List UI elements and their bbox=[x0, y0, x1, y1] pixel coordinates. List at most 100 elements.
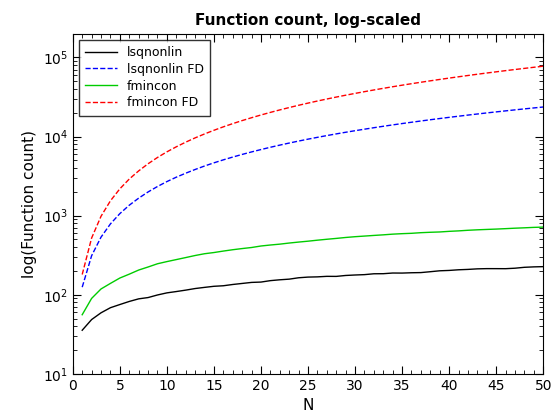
fmincon FD bbox=[540, 64, 547, 69]
fmincon FD bbox=[107, 198, 114, 203]
lsqnonlin FD bbox=[352, 128, 358, 133]
Line: lsqnonlin FD: lsqnonlin FD bbox=[82, 107, 543, 287]
lsqnonlin FD bbox=[361, 127, 368, 132]
fmincon bbox=[502, 226, 509, 231]
lsqnonlin bbox=[173, 289, 180, 294]
lsqnonlin FD bbox=[173, 175, 180, 180]
lsqnonlin bbox=[418, 270, 424, 275]
lsqnonlin bbox=[333, 274, 339, 279]
lsqnonlin bbox=[436, 268, 443, 273]
lsqnonlin bbox=[116, 302, 123, 307]
fmincon bbox=[154, 261, 161, 266]
lsqnonlin FD bbox=[154, 184, 161, 189]
lsqnonlin bbox=[277, 277, 283, 282]
lsqnonlin FD bbox=[192, 167, 198, 172]
lsqnonlin FD bbox=[324, 133, 330, 138]
fmincon FD bbox=[502, 68, 509, 73]
fmincon bbox=[126, 272, 133, 277]
fmincon bbox=[220, 249, 227, 254]
fmincon bbox=[427, 230, 433, 235]
fmincon bbox=[305, 239, 311, 244]
lsqnonlin FD bbox=[418, 118, 424, 123]
lsqnonlin FD bbox=[126, 203, 133, 208]
fmincon FD bbox=[521, 66, 528, 71]
fmincon bbox=[286, 241, 292, 246]
lsqnonlin bbox=[371, 271, 377, 276]
fmincon FD bbox=[493, 69, 500, 74]
fmincon FD bbox=[389, 84, 396, 89]
fmincon bbox=[408, 231, 415, 236]
lsqnonlin FD bbox=[521, 106, 528, 111]
lsqnonlin FD bbox=[474, 111, 480, 116]
fmincon bbox=[446, 229, 452, 234]
lsqnonlin bbox=[380, 271, 386, 276]
fmincon FD bbox=[427, 78, 433, 83]
lsqnonlin FD bbox=[116, 211, 123, 216]
fmincon FD bbox=[436, 77, 443, 82]
fmincon FD bbox=[314, 99, 321, 104]
lsqnonlin FD bbox=[295, 139, 302, 144]
lsqnonlin bbox=[483, 266, 490, 271]
lsqnonlin bbox=[530, 264, 537, 269]
fmincon FD bbox=[324, 97, 330, 102]
lsqnonlin bbox=[211, 284, 217, 289]
fmincon bbox=[342, 235, 349, 240]
lsqnonlin bbox=[493, 266, 500, 271]
fmincon FD bbox=[211, 128, 217, 133]
fmincon bbox=[314, 238, 321, 243]
lsqnonlin FD bbox=[248, 150, 255, 155]
lsqnonlin FD bbox=[530, 105, 537, 110]
fmincon bbox=[211, 250, 217, 255]
fmincon FD bbox=[79, 272, 86, 277]
fmincon bbox=[230, 247, 236, 252]
fmincon bbox=[79, 312, 86, 317]
fmincon FD bbox=[258, 113, 264, 118]
lsqnonlin FD bbox=[220, 158, 227, 163]
fmincon bbox=[258, 244, 264, 249]
fmincon bbox=[474, 227, 480, 232]
lsqnonlin bbox=[88, 317, 95, 322]
fmincon FD bbox=[465, 73, 472, 78]
lsqnonlin bbox=[267, 278, 274, 283]
lsqnonlin FD bbox=[314, 135, 321, 140]
fmincon FD bbox=[512, 67, 519, 72]
lsqnonlin FD bbox=[107, 221, 114, 226]
fmincon FD bbox=[267, 110, 274, 115]
fmincon bbox=[116, 276, 123, 281]
lsqnonlin bbox=[220, 283, 227, 288]
fmincon bbox=[164, 259, 170, 264]
lsqnonlin FD bbox=[230, 155, 236, 160]
lsqnonlin bbox=[79, 328, 86, 333]
lsqnonlin bbox=[389, 270, 396, 276]
lsqnonlin FD bbox=[399, 121, 405, 126]
fmincon FD bbox=[126, 176, 133, 181]
lsqnonlin bbox=[399, 270, 405, 276]
lsqnonlin FD bbox=[502, 108, 509, 113]
fmincon FD bbox=[333, 94, 339, 100]
fmincon FD bbox=[173, 144, 180, 150]
lsqnonlin FD bbox=[389, 122, 396, 127]
fmincon bbox=[267, 242, 274, 247]
lsqnonlin bbox=[521, 265, 528, 270]
Line: lsqnonlin: lsqnonlin bbox=[82, 267, 543, 330]
fmincon bbox=[455, 228, 462, 234]
lsqnonlin bbox=[446, 268, 452, 273]
fmincon FD bbox=[474, 72, 480, 77]
lsqnonlin FD bbox=[267, 145, 274, 150]
lsqnonlin bbox=[295, 275, 302, 280]
fmincon bbox=[88, 296, 95, 301]
lsqnonlin bbox=[352, 273, 358, 278]
fmincon FD bbox=[446, 76, 452, 81]
lsqnonlin FD bbox=[493, 109, 500, 114]
lsqnonlin bbox=[305, 275, 311, 280]
fmincon FD bbox=[305, 101, 311, 106]
fmincon bbox=[183, 255, 189, 260]
fmincon FD bbox=[342, 93, 349, 98]
fmincon bbox=[324, 237, 330, 242]
lsqnonlin bbox=[230, 282, 236, 287]
lsqnonlin bbox=[512, 266, 519, 271]
fmincon bbox=[248, 245, 255, 250]
fmincon bbox=[136, 268, 142, 273]
lsqnonlin FD bbox=[277, 143, 283, 148]
fmincon FD bbox=[88, 236, 95, 241]
